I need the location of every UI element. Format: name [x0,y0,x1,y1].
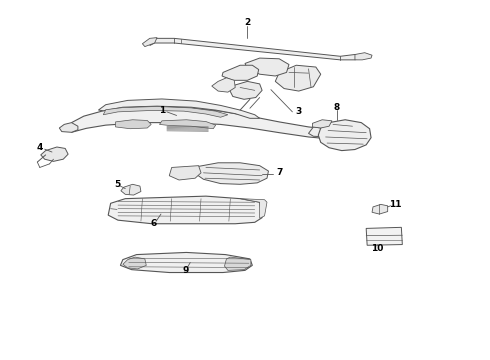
Polygon shape [121,252,252,273]
Polygon shape [121,184,141,195]
Polygon shape [143,38,157,46]
Polygon shape [313,120,332,128]
Polygon shape [372,204,388,214]
Polygon shape [366,227,402,245]
Polygon shape [169,166,201,180]
Polygon shape [123,257,147,269]
Polygon shape [150,39,362,60]
Text: 7: 7 [276,168,282,177]
Polygon shape [159,120,216,129]
Text: 1: 1 [159,105,165,114]
Polygon shape [245,58,289,76]
Polygon shape [222,65,259,80]
Polygon shape [309,127,335,137]
Polygon shape [275,65,321,91]
Text: 8: 8 [334,103,340,112]
Polygon shape [229,81,262,99]
Polygon shape [355,53,372,60]
Polygon shape [72,107,328,139]
Text: 10: 10 [371,244,383,253]
Polygon shape [116,120,151,129]
Polygon shape [212,78,235,92]
Polygon shape [318,120,371,150]
Text: 5: 5 [114,180,120,189]
Polygon shape [59,123,78,132]
Polygon shape [224,257,251,270]
Polygon shape [98,99,260,118]
Text: 6: 6 [150,219,156,228]
Polygon shape [240,199,267,219]
Polygon shape [195,163,269,184]
Text: 9: 9 [182,266,189,275]
Polygon shape [41,147,68,161]
Text: 3: 3 [295,107,302,116]
Polygon shape [103,107,228,117]
Text: 11: 11 [389,200,402,209]
Polygon shape [108,196,262,224]
Text: 2: 2 [245,18,250,27]
Text: 4: 4 [37,143,43,152]
